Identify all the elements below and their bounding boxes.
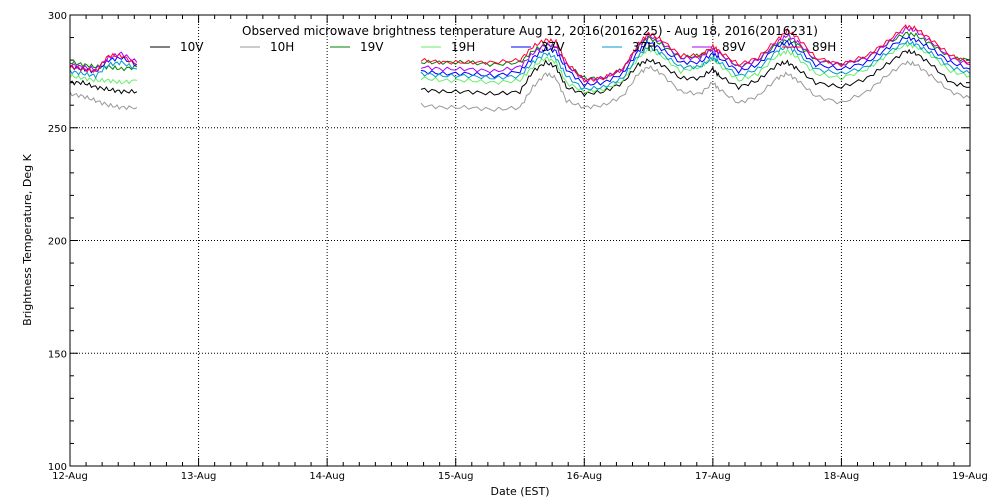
y-tick-label: 300 bbox=[48, 11, 67, 22]
x-tick-label: 16-Aug bbox=[566, 471, 602, 482]
series-89H bbox=[69, 24, 971, 83]
series-line-89H-segment-2 bbox=[420, 24, 971, 83]
legend-label-19V: 19V bbox=[360, 40, 384, 54]
series-10V bbox=[69, 48, 971, 97]
series-line-10V-segment-1 bbox=[69, 79, 138, 95]
x-tick-label: 12-Aug bbox=[52, 471, 88, 482]
legend-label-37V: 37V bbox=[541, 40, 565, 54]
series-line-37H-segment-2 bbox=[420, 39, 971, 91]
y-tick-label: 150 bbox=[48, 349, 67, 360]
series-line-19H-segment-1 bbox=[69, 73, 137, 85]
x-tick-label: 19-Aug bbox=[952, 471, 988, 482]
series-10H bbox=[69, 60, 971, 112]
series-line-10V-segment-2 bbox=[420, 48, 971, 97]
legend: 10V 10H 19V 19H 37V 37H 89V 89H bbox=[150, 40, 836, 54]
series-lines bbox=[69, 24, 971, 112]
legend-label-89V: 89V bbox=[722, 40, 746, 54]
x-tick-label: 13-Aug bbox=[181, 471, 217, 482]
legend-label-37H: 37H bbox=[632, 40, 656, 54]
x-tick-label: 18-Aug bbox=[824, 471, 860, 482]
x-tick-label: 17-Aug bbox=[695, 471, 731, 482]
series-line-10H-segment-1 bbox=[69, 91, 138, 111]
series-line-89H-segment-1 bbox=[69, 52, 138, 73]
x-axis-title: Date (EST) bbox=[490, 485, 549, 498]
x-tick-label: 15-Aug bbox=[438, 471, 474, 482]
legend-label-10H: 10H bbox=[270, 40, 294, 54]
chart-title: Observed microwave brightness temperatur… bbox=[242, 24, 818, 38]
x-tick-label: 14-Aug bbox=[309, 471, 345, 482]
legend-label-89H: 89H bbox=[812, 40, 836, 54]
legend-label-19H: 19H bbox=[451, 40, 475, 54]
series-line-89V-segment-2 bbox=[420, 26, 971, 83]
y-axis-title: Brightness Temperature, Deg K bbox=[21, 153, 34, 325]
y-tick-label: 200 bbox=[48, 237, 67, 248]
series-line-10H-segment-2 bbox=[420, 60, 971, 112]
axis-ticks: 12-Aug 13-Aug 14-Aug 15-Aug 16-Aug 17-Aug 18-A… bbox=[48, 11, 988, 482]
legend-label-10V: 10V bbox=[180, 40, 204, 54]
y-tick-label: 250 bbox=[48, 124, 67, 135]
y-tick-label: 100 bbox=[48, 462, 67, 473]
